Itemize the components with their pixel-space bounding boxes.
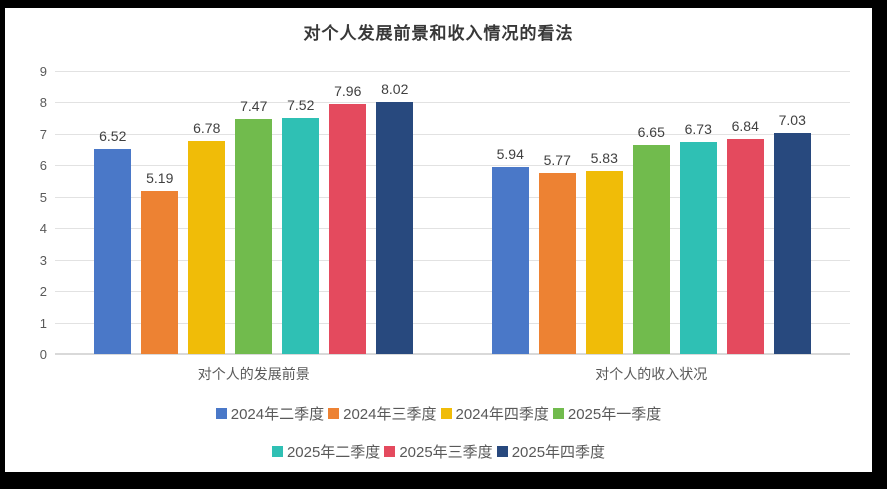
legend-swatch-icon: [440, 407, 452, 419]
bar-value-label: 6.73: [684, 121, 712, 138]
legend-label: 2024年三季度: [343, 405, 437, 423]
bar-value-label: 7.96: [334, 82, 362, 99]
y-axis-tick-label: 2: [39, 284, 47, 300]
legend-item: 2025年一季度: [552, 403, 662, 424]
bar-value-label: 5.94: [496, 146, 524, 163]
bar-value-label: 7.52: [287, 96, 315, 113]
legend-swatch-icon: [496, 445, 508, 457]
y-axis-tick-label: 0: [39, 347, 47, 362]
gridline: [55, 71, 850, 72]
gridline: [55, 322, 850, 324]
legend-label: 2024年四季度: [455, 405, 549, 423]
legend-swatch-icon: [215, 407, 227, 419]
bar-value-label: 6.65: [637, 123, 665, 140]
gridline: [55, 291, 850, 293]
bar-value-label: 7.03: [778, 111, 806, 128]
legend-label: 2025年一季度: [567, 405, 662, 423]
category-axis: 对个人的发展前景 对个人的收入状况: [55, 364, 850, 384]
legend-label: 2025年二季度: [286, 443, 381, 461]
legend-row: 2025年二季度 2025年三季度 2025年四季度: [5, 441, 872, 462]
category-label: 对个人的收入状况: [595, 366, 708, 382]
bar: 6.73: [679, 121, 717, 354]
legend-item: 2025年四季度: [496, 441, 606, 462]
legend-item: 2024年三季度: [328, 403, 437, 424]
gridline: [55, 102, 850, 104]
bar-value-label: 8.02: [381, 80, 409, 97]
bar-value-label: 7.47: [240, 98, 268, 115]
bar: 6.65: [632, 124, 670, 354]
bar: 7.03: [773, 112, 811, 354]
bar-value-label: 5.83: [590, 149, 618, 166]
category-label: 对个人的发展前景: [197, 366, 310, 382]
y-axis-tick-label: 4: [39, 221, 47, 237]
legend-swatch-icon: [552, 407, 564, 419]
chart-title: 对个人发展前景和收入情况的看法: [303, 24, 574, 43]
bar: 8.02: [376, 81, 414, 354]
gridline: [55, 353, 850, 355]
plot-area: 0 1 2 3 4 5 6 7 8 9 6.52 5.19 6.78 7.47 7.52 7.96 8.02 5.…: [40, 64, 851, 362]
bar: 6.84: [726, 118, 764, 354]
bar-value-label: 6.52: [99, 127, 127, 144]
y-axis-tick-label: 6: [39, 158, 47, 174]
y-axis-tick-label: 8: [39, 95, 47, 111]
gridline: [55, 228, 850, 230]
legend-row: 2024年二季度 2024年三季度 2024年四季度 2025年一季度: [5, 403, 872, 424]
bar: 5.19: [141, 170, 179, 354]
legend-label: 2025年三季度: [399, 443, 493, 461]
gridline: [55, 133, 850, 135]
y-axis-tick-label: 5: [39, 189, 47, 205]
gridline: [55, 165, 850, 167]
legend-swatch-icon: [384, 445, 396, 457]
legend-item: 2024年四季度: [440, 403, 549, 424]
bar: 6.52: [94, 128, 132, 354]
bar-value-label: 6.84: [731, 117, 759, 134]
bar: 6.78: [188, 120, 226, 354]
y-axis-tick-label: 3: [39, 252, 47, 268]
bar-value-label: 6.78: [193, 119, 221, 136]
legend-label: 2025年四季度: [511, 443, 606, 461]
bar: 5.83: [585, 150, 623, 354]
gridline: [55, 196, 850, 198]
bar: 7.47: [235, 98, 273, 354]
bar: 5.94: [491, 146, 529, 354]
y-axis-tick-label: 7: [39, 126, 47, 142]
bar: 7.96: [329, 83, 367, 354]
bar-value-label: 5.77: [543, 151, 571, 168]
y-axis-tick-label: 1: [39, 315, 47, 331]
bar: 7.52: [282, 97, 320, 354]
legend-label: 2024年二季度: [230, 405, 325, 423]
legend: 2024年二季度 2024年三季度 2024年四季度 2025年一季度 2025年二季度…: [5, 403, 872, 472]
legend-item: 2025年三季度: [384, 441, 493, 462]
legend-item: 2025年二季度: [271, 441, 381, 462]
bar: 5.77: [538, 152, 576, 354]
bar-group: 6.52 5.19 6.78 7.47 7.52 7.96 8.02: [55, 71, 453, 354]
legend-swatch-icon: [271, 445, 283, 457]
bar-value-label: 5.19: [146, 169, 174, 186]
legend-swatch-icon: [328, 407, 340, 419]
y-axis-tick-label: 9: [39, 64, 47, 79]
legend-item: 2024年二季度: [215, 403, 325, 424]
gridline: [55, 259, 850, 261]
bar-group: 5.94 5.77 5.83 6.65 6.73 6.84 7.03: [453, 71, 851, 354]
